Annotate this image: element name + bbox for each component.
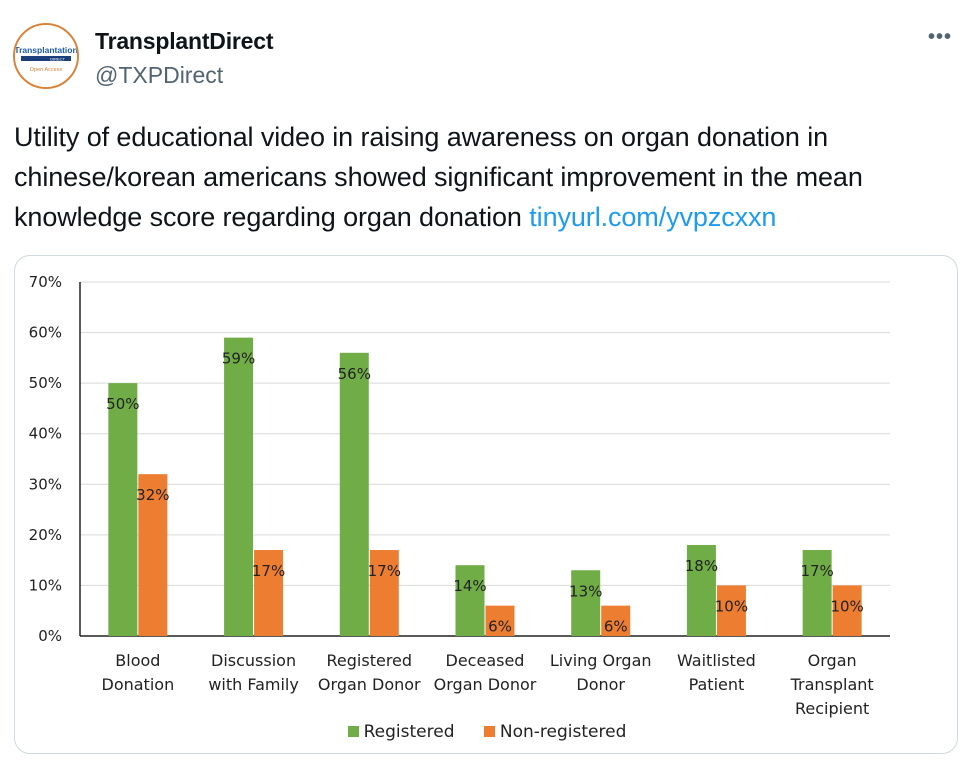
legend-swatch-registered	[347, 726, 359, 737]
bar-non-registered	[832, 585, 862, 636]
chart-legend: Registered Non-registered	[15, 722, 957, 742]
avatar-logo-sub: DIRECT	[50, 56, 65, 61]
data-label: 17%	[252, 562, 285, 580]
data-label: 10%	[715, 597, 748, 615]
y-tick-label: 50%	[29, 374, 62, 392]
x-tick-label: Blood	[115, 651, 160, 670]
y-tick-label: 20%	[29, 526, 62, 544]
x-tick-label: Deceased	[446, 651, 525, 670]
bar-registered	[571, 570, 601, 636]
tweet-text: Utility of educational video in raising …	[14, 117, 964, 237]
y-tick-label: 60%	[29, 324, 62, 342]
y-tick-label: 70%	[29, 273, 62, 291]
legend-label-non-registered: Non-registered	[499, 722, 627, 742]
x-tick-label: Discussion	[211, 651, 296, 670]
x-tick-label: Donor	[576, 675, 625, 694]
tweet-link[interactable]: tinyurl.com/yvpzcxxn	[529, 202, 777, 232]
data-label: 13%	[569, 582, 602, 600]
data-label: 50%	[106, 395, 139, 413]
avatar-logo-text: Transplantation	[15, 45, 77, 55]
tweet-body: Utility of educational video in raising …	[14, 122, 863, 232]
y-tick-label: 30%	[29, 475, 62, 493]
data-label: 6%	[488, 618, 512, 636]
data-label: 59%	[222, 350, 255, 368]
bar-registered	[339, 352, 369, 636]
data-label: 56%	[338, 365, 371, 383]
x-tick-label: Organ Donor	[318, 675, 421, 694]
data-label: 17%	[368, 562, 401, 580]
x-tick-label: Recipient	[795, 699, 869, 718]
data-label: 14%	[453, 577, 486, 595]
x-tick-label: Organ	[808, 651, 857, 670]
data-label: 6%	[604, 618, 628, 636]
x-tick-label: Registered	[327, 651, 413, 670]
bar-registered	[108, 383, 138, 636]
bar-non-registered	[601, 605, 631, 636]
x-tick-label: Organ Donor	[434, 675, 537, 694]
bar-non-registered	[369, 550, 399, 636]
x-tick-label: Living Organ	[550, 651, 652, 670]
x-tick-label: Transplant	[790, 675, 874, 694]
avatar[interactable]: Transplantation DIRECT Open Access	[13, 23, 79, 89]
x-tick-label: with Family	[208, 675, 299, 694]
data-label: 18%	[685, 557, 718, 575]
legend-swatch-non-registered	[483, 726, 495, 737]
avatar-logo-tag: Open Access	[30, 67, 63, 73]
bar-chart: 0% 10% 20% 30% 40% 50% 60% 70% 50% 32% Blood Donati…	[29, 273, 890, 718]
chart-card[interactable]: 0% 10% 20% 30% 40% 50% 60% 70% 50% 32% Blood Donati…	[14, 255, 958, 754]
bar-non-registered	[254, 550, 284, 636]
account-handle[interactable]: @TXPDirect	[95, 62, 224, 88]
bar-non-registered	[138, 474, 168, 636]
data-label: 32%	[136, 486, 169, 504]
account-name[interactable]: TransplantDirect	[95, 28, 274, 54]
y-tick-label: 10%	[29, 576, 62, 594]
y-tick-label: 0%	[38, 627, 62, 645]
legend-item-non-registered: Non-registered	[483, 722, 627, 742]
bar-registered	[455, 565, 485, 636]
x-tick-label: Waitlisted	[677, 651, 756, 670]
data-label: 17%	[800, 562, 833, 580]
bar-registered	[224, 337, 254, 636]
y-tick-label: 40%	[29, 425, 62, 443]
x-tick-label: Donation	[102, 675, 175, 694]
legend-label-registered: Registered	[363, 722, 455, 742]
data-label: 10%	[830, 597, 863, 615]
more-options-icon[interactable]: •••	[928, 26, 953, 48]
bar-registered	[686, 544, 716, 636]
legend-item-registered: Registered	[347, 722, 455, 742]
bar-non-registered	[716, 585, 746, 636]
x-tick-label: Patient	[689, 675, 745, 694]
bar-registered	[802, 550, 832, 636]
bar-non-registered	[485, 605, 515, 636]
